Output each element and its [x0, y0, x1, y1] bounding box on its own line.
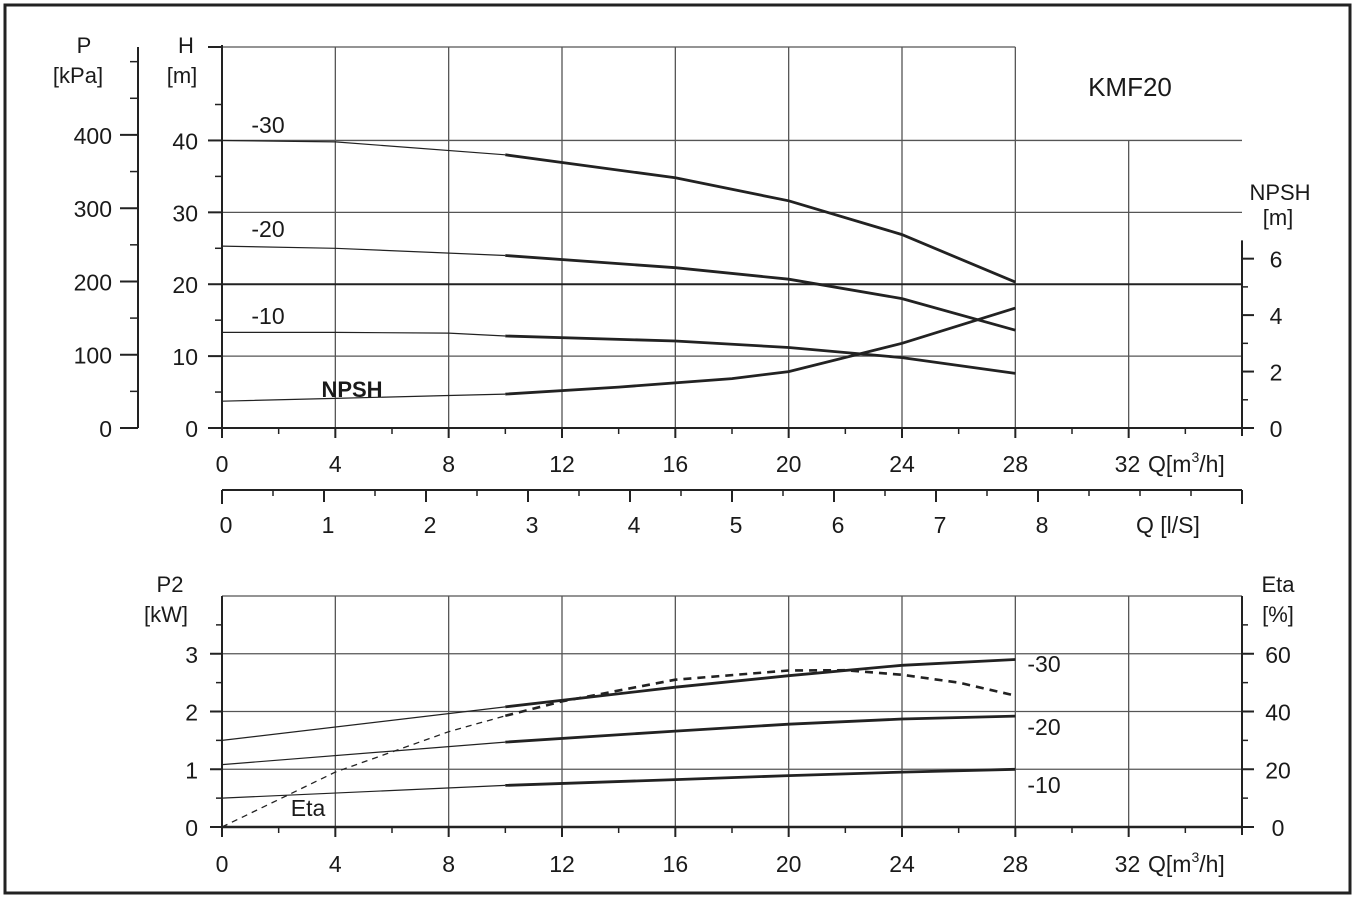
- h-axis-unit: [m]: [167, 63, 198, 88]
- q-tick-label: 8: [442, 851, 455, 877]
- p-tick-label: 300: [74, 196, 112, 222]
- p2-tick-label: 1: [185, 757, 198, 783]
- head-curve-thick: [505, 153, 1016, 284]
- head-curve-thick: [505, 254, 1016, 332]
- outer-frame: [3, 3, 1352, 895]
- npsh-curve-thick: [505, 306, 1016, 396]
- p2-tick-label: 3: [185, 642, 198, 668]
- eta-curve-label: Eta: [291, 795, 326, 821]
- p2-axis-unit: [kW]: [144, 602, 188, 627]
- q-tick-label: 32: [1115, 451, 1141, 477]
- head-curve-thin: [221, 139, 506, 156]
- power-curve-label: -30: [1027, 651, 1060, 677]
- q-axis-unit: Q[m3/h]: [1148, 449, 1225, 477]
- p-tick-label: 100: [74, 343, 112, 369]
- q-tick-label: 4: [329, 851, 342, 877]
- q-tick-label: 28: [1003, 851, 1029, 877]
- q-ls-tick-label: 8: [1036, 512, 1049, 538]
- q-tick-label: 8: [442, 451, 455, 477]
- head-curve-thin: [222, 331, 506, 337]
- eta-curve-thin: [221, 715, 506, 828]
- power-curve-thin: [221, 741, 506, 766]
- npsh-tick-label: 2: [1270, 360, 1283, 386]
- q-tick-label: 4: [329, 451, 342, 477]
- q-tick-label: 16: [663, 451, 689, 477]
- q-ls-axis-unit: Q [l/S]: [1136, 512, 1200, 538]
- p-tick-label: 400: [74, 123, 112, 149]
- power-curve-thick: [505, 658, 1016, 709]
- q-tick-label: 28: [1003, 451, 1029, 477]
- npsh-curve-thin: [221, 393, 506, 402]
- q-tick-label: 20: [776, 851, 802, 877]
- p2-axis-title: P2: [157, 572, 184, 597]
- q-ls-tick-label: 1: [322, 512, 335, 538]
- npsh-tick-label: 4: [1270, 303, 1283, 329]
- p2-tick-label: 2: [185, 700, 198, 726]
- head-curve-label: -20: [251, 216, 284, 242]
- q-ls-tick-label: 7: [934, 512, 947, 538]
- p-tick-label: 200: [74, 269, 112, 295]
- q-ls-tick-label: 3: [526, 512, 539, 538]
- head-curve-thin: [221, 245, 506, 257]
- h-tick-label: 40: [172, 128, 198, 154]
- q-tick-label: 0: [216, 851, 229, 877]
- power-curve-thick: [505, 714, 1016, 744]
- p-axis-unit: [kPa]: [53, 63, 103, 88]
- q-ls-tick-label: 5: [730, 512, 743, 538]
- h-axis-title: H: [178, 33, 194, 58]
- q-tick-label: 0: [216, 451, 229, 477]
- npsh-axis-unit: [m]: [1263, 205, 1294, 230]
- head-curve-label: -30: [251, 112, 284, 138]
- h-tick-label: 0: [185, 416, 198, 442]
- q-tick-label: 24: [889, 451, 915, 477]
- p-tick-label: 0: [99, 416, 112, 442]
- q-tick-label: 20: [776, 451, 802, 477]
- power-curve-label: -20: [1027, 714, 1060, 740]
- power-curve-label: -10: [1027, 772, 1060, 798]
- npsh-curve-label: NPSH: [321, 377, 382, 402]
- q-tick-label: 16: [663, 851, 689, 877]
- q-ls-tick-label: 0: [220, 512, 233, 538]
- p-axis-title: P: [77, 33, 92, 58]
- q-ls-tick-label: 2: [424, 512, 437, 538]
- eta-tick-label: 40: [1265, 700, 1291, 726]
- model-label: KMF20: [1088, 72, 1172, 102]
- eta-axis-unit: [%]: [1262, 602, 1294, 627]
- q-ls-tick-label: 4: [628, 512, 641, 538]
- power-curve-thin: [221, 784, 506, 799]
- q-ls-tick-label: 6: [832, 512, 845, 538]
- h-tick-label: 20: [172, 272, 198, 298]
- h-tick-label: 30: [172, 200, 198, 226]
- power-curve-thick: [505, 767, 1016, 787]
- eta-tick-label: 60: [1265, 642, 1291, 668]
- npsh-tick-label: 0: [1270, 416, 1283, 442]
- power-curve-thin: [221, 706, 506, 741]
- npsh-axis-title: NPSH: [1249, 180, 1310, 205]
- head-curve-thick: [505, 334, 1016, 375]
- eta-axis-title: Eta: [1261, 572, 1295, 597]
- npsh-tick-label: 6: [1270, 247, 1283, 273]
- q-tick-label: 24: [889, 851, 915, 877]
- h-tick-label: 10: [172, 344, 198, 370]
- head-curve-label: -10: [251, 303, 284, 329]
- q-tick-label: 12: [549, 451, 575, 477]
- q-tick-label: 32: [1115, 851, 1141, 877]
- eta-tick-label: 20: [1265, 757, 1291, 783]
- q-tick-label: 12: [549, 851, 575, 877]
- eta-tick-label: 0: [1272, 815, 1285, 841]
- eta-curve-thick: [504, 668, 1016, 718]
- q-axis-unit: Q[m3/h]: [1148, 849, 1225, 877]
- p2-tick-label: 0: [185, 815, 198, 841]
